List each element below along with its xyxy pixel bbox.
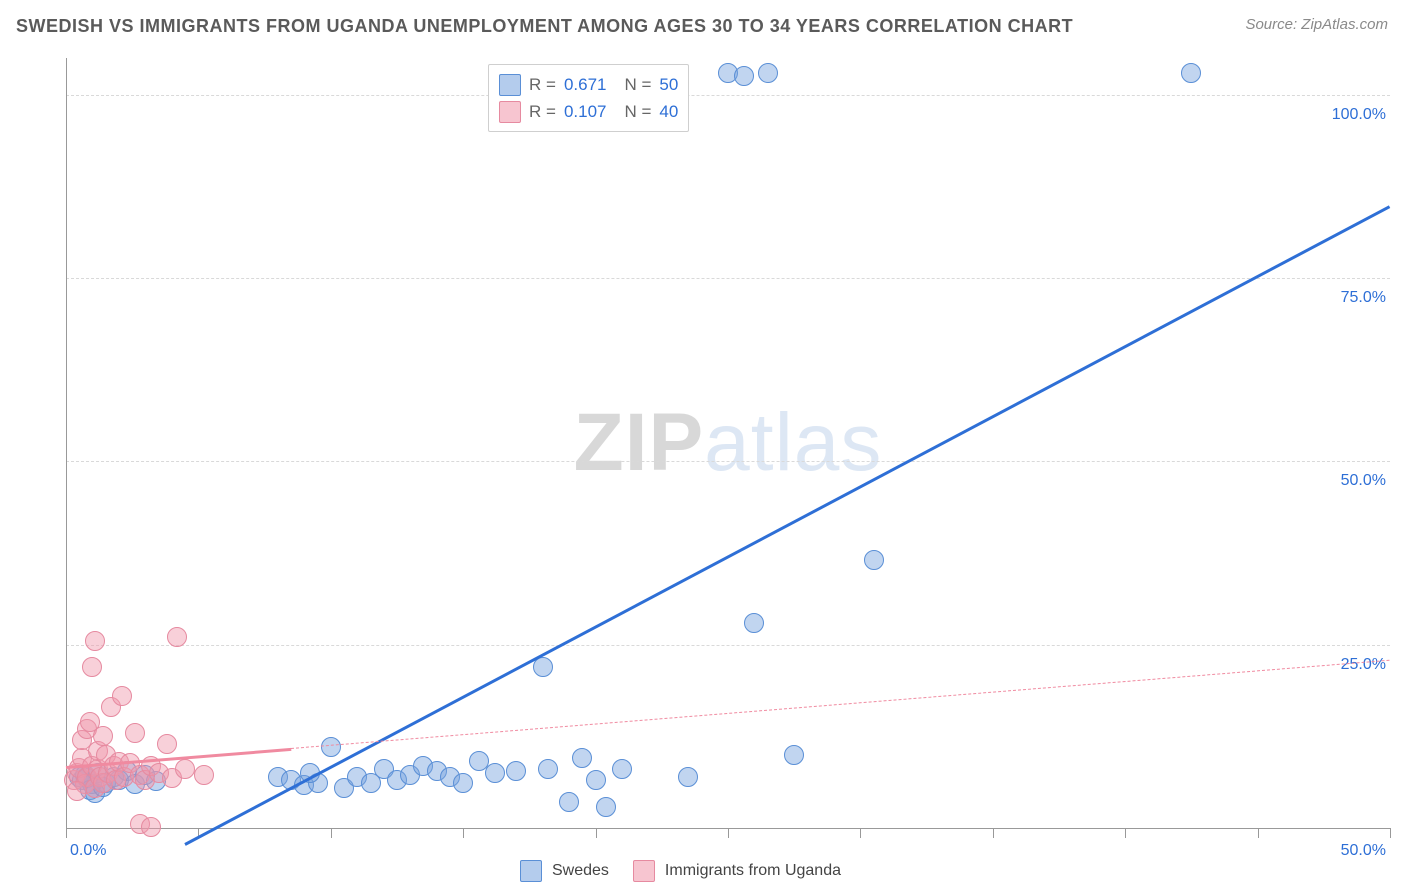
gridline: [66, 461, 1390, 462]
uganda-r-value: 0.107: [564, 98, 607, 125]
gridline: [66, 278, 1390, 279]
data-point: [559, 792, 579, 812]
series-legend: Swedes Immigrants from Uganda: [520, 860, 841, 882]
n-label: N =: [624, 71, 651, 98]
swedes-r-value: 0.671: [564, 71, 607, 98]
uganda-swatch: [499, 101, 521, 123]
data-point: [485, 763, 505, 783]
data-point: [175, 759, 195, 779]
data-point: [141, 817, 161, 837]
x-tick: [728, 828, 729, 838]
legend-row-swedes: R = 0.671 N = 50: [499, 71, 678, 98]
correlation-legend: R = 0.671 N = 50 R = 0.107 N = 40: [488, 64, 689, 132]
swedes-swatch: [520, 860, 542, 882]
data-point: [125, 723, 145, 743]
x-tick-label: 0.0%: [70, 842, 106, 860]
swedes-legend-label: Swedes: [552, 862, 609, 880]
data-point: [538, 759, 558, 779]
r-label: R =: [529, 71, 556, 98]
x-tick: [860, 828, 861, 838]
data-point: [758, 63, 778, 83]
y-tick-label: 75.0%: [1341, 289, 1386, 307]
data-point: [612, 759, 632, 779]
n-label: N =: [624, 98, 651, 125]
data-point: [734, 66, 754, 86]
x-tick: [1258, 828, 1259, 838]
data-point: [194, 765, 214, 785]
x-tick: [1125, 828, 1126, 838]
y-axis: [66, 58, 67, 828]
data-point: [572, 748, 592, 768]
data-point: [67, 781, 87, 801]
x-tick: [993, 828, 994, 838]
uganda-swatch: [633, 860, 655, 882]
watermark-atlas: atlas: [704, 397, 882, 488]
data-point: [864, 550, 884, 570]
data-point: [506, 761, 526, 781]
x-tick: [66, 828, 67, 838]
data-point: [321, 737, 341, 757]
watermark-zip: ZIP: [574, 397, 705, 488]
data-point: [167, 627, 187, 647]
data-point: [1181, 63, 1201, 83]
x-tick: [1390, 828, 1391, 838]
scatter-plot-area: ZIPatlas 25.0%50.0%75.0%100.0%0.0%50.0%: [66, 58, 1390, 828]
swedes-swatch: [499, 74, 521, 96]
x-tick: [596, 828, 597, 838]
data-point: [744, 613, 764, 633]
data-point: [93, 726, 113, 746]
data-point: [157, 734, 177, 754]
data-point: [784, 745, 804, 765]
data-point: [85, 631, 105, 651]
data-point: [586, 770, 606, 790]
source-attribution: Source: ZipAtlas.com: [1245, 16, 1388, 33]
data-point: [112, 686, 132, 706]
data-point: [82, 657, 102, 677]
gridline: [66, 645, 1390, 646]
chart-title: SWEDISH VS IMMIGRANTS FROM UGANDA UNEMPL…: [16, 16, 1073, 37]
x-tick: [463, 828, 464, 838]
uganda-n-value: 40: [659, 98, 678, 125]
trend-line: [291, 659, 1390, 748]
r-label: R =: [529, 98, 556, 125]
swedes-n-value: 50: [659, 71, 678, 98]
y-tick-label: 50.0%: [1341, 472, 1386, 490]
gridline: [66, 95, 1390, 96]
data-point: [596, 797, 616, 817]
data-point: [678, 767, 698, 787]
y-tick-label: 100.0%: [1332, 106, 1386, 124]
y-tick-label: 25.0%: [1341, 656, 1386, 674]
data-point: [453, 773, 473, 793]
watermark: ZIPatlas: [574, 396, 883, 490]
uganda-legend-label: Immigrants from Uganda: [665, 862, 841, 880]
legend-row-uganda: R = 0.107 N = 40: [499, 98, 678, 125]
x-tick-label: 50.0%: [1341, 842, 1386, 860]
x-tick: [331, 828, 332, 838]
